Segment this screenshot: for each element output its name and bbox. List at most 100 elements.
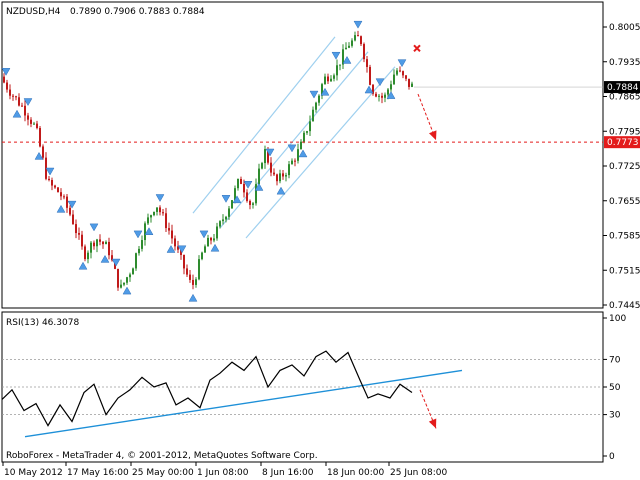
candle-body: [357, 35, 359, 37]
candle-body: [213, 238, 215, 241]
candle-body: [405, 75, 407, 79]
candle-body: [336, 65, 338, 76]
candle-body: [348, 45, 350, 48]
candle-body: [225, 216, 227, 220]
rsi-tick-label: 100: [609, 314, 626, 324]
fractal-down-arrow: [12, 109, 22, 118]
rsi-series-line: [1, 350, 413, 427]
fractal-up-arrow: [89, 223, 99, 232]
candle-body: [288, 164, 290, 176]
fractal-up-arrow: [397, 59, 407, 68]
candle-body: [294, 160, 296, 162]
candle-body: [402, 71, 404, 76]
candle-body: [276, 174, 278, 182]
fractal-down-arrow: [166, 244, 176, 253]
fractal-down-arrow: [386, 91, 396, 99]
trend-channel-line: [192, 36, 336, 214]
candle-body: [138, 248, 140, 254]
candle-body: [297, 149, 299, 161]
candle-body: [81, 234, 83, 247]
candle-body: [66, 196, 68, 208]
candle-body: [255, 184, 257, 204]
axis-layer: 0.8005 0.7935 0.7865 0.7795 0.7725 0.7655 0.75…: [2, 23, 640, 478]
candle-body: [387, 89, 389, 95]
candle-body: [147, 217, 149, 224]
price-layer: [1, 20, 603, 302]
fractal-down-arrow: [210, 243, 220, 252]
fractal-down-arrow: [34, 151, 44, 160]
fractal-down-arrow: [188, 293, 198, 302]
candle-body: [51, 180, 53, 186]
fractal-up-arrow: [23, 98, 33, 107]
candle-body: [345, 47, 347, 50]
rsi-forecast-arrow-shaft: [419, 389, 437, 429]
candle-body: [408, 78, 410, 87]
candle-body: [312, 109, 314, 122]
price-tick-label: 0.7585: [609, 232, 640, 242]
candle-body: [204, 246, 206, 253]
candle-body: [198, 259, 200, 280]
candle-body: [267, 149, 269, 163]
candle-body: [18, 97, 20, 106]
fractal-up-arrow: [221, 195, 231, 203]
fractal-up-arrow: [67, 200, 77, 209]
candle-body: [96, 239, 98, 247]
candle-body: [186, 268, 188, 275]
fractal-down-arrow: [122, 286, 132, 295]
candle-body: [279, 173, 281, 182]
candle-body: [264, 149, 266, 164]
candle-body: [21, 105, 23, 107]
candle-body: [384, 94, 386, 98]
candle-body: [54, 185, 56, 188]
candle-body: [399, 70, 401, 72]
candle-body: [162, 212, 164, 214]
fractal-up-arrow: [45, 167, 55, 176]
candle-body: [72, 214, 74, 225]
price-tick-label: 0.7935: [609, 58, 640, 68]
copyright-text: RoboForex - MetaTrader 4, © 2001-2012, M…: [6, 451, 318, 461]
candle-body: [126, 277, 128, 283]
candle-body: [102, 241, 104, 245]
candle-body: [174, 238, 176, 247]
price-tick-label: 0.8005: [609, 23, 640, 33]
fractal-down-arrow: [364, 85, 374, 94]
candle-body: [117, 268, 119, 288]
candle-body: [333, 75, 335, 79]
candle-body: [360, 36, 362, 45]
fractal-down-arrow: [276, 186, 286, 195]
candle-body: [258, 168, 260, 185]
rsi-tick-label: 50: [609, 383, 621, 393]
candle-body: [246, 192, 248, 201]
candle-body: [12, 95, 14, 97]
candle-body: [156, 207, 158, 212]
candle-body: [354, 35, 356, 41]
fractal-up-arrow: [309, 90, 319, 99]
price-tick-label: 0.7445: [609, 301, 640, 311]
candle-body: [252, 203, 254, 205]
candle-body: [285, 175, 287, 177]
time-tick-label: 25 Jun 08:00: [390, 468, 447, 478]
candle-body: [120, 284, 122, 288]
candle-body: [249, 200, 251, 205]
trend-channel-line: [245, 66, 396, 239]
time-tick-label: 1 Jun 08:00: [197, 468, 249, 478]
candle-body: [330, 78, 332, 82]
rsi-trendline: [24, 369, 463, 438]
price-tick-label: 0.7865: [609, 93, 640, 103]
candle-body: [321, 84, 323, 96]
fractal-up-arrow: [287, 144, 297, 153]
candle-body: [63, 196, 65, 198]
candle-body: [339, 64, 341, 66]
candle-body: [93, 242, 95, 247]
candle-body: [24, 105, 26, 116]
price-tick-label: 0.7515: [609, 266, 640, 276]
candle-body: [99, 239, 101, 242]
candle-body: [171, 230, 173, 239]
candle-body: [270, 162, 272, 173]
ohlc-values: 0.7890 0.7906 0.7883 0.7884: [70, 7, 205, 17]
rsi-tick-label: 30: [609, 411, 621, 421]
candle-body: [57, 187, 59, 193]
current-price-tag-label: 0.7884: [607, 83, 639, 93]
candle-body: [351, 40, 353, 46]
price-forecast-arrow-head: [429, 130, 437, 141]
